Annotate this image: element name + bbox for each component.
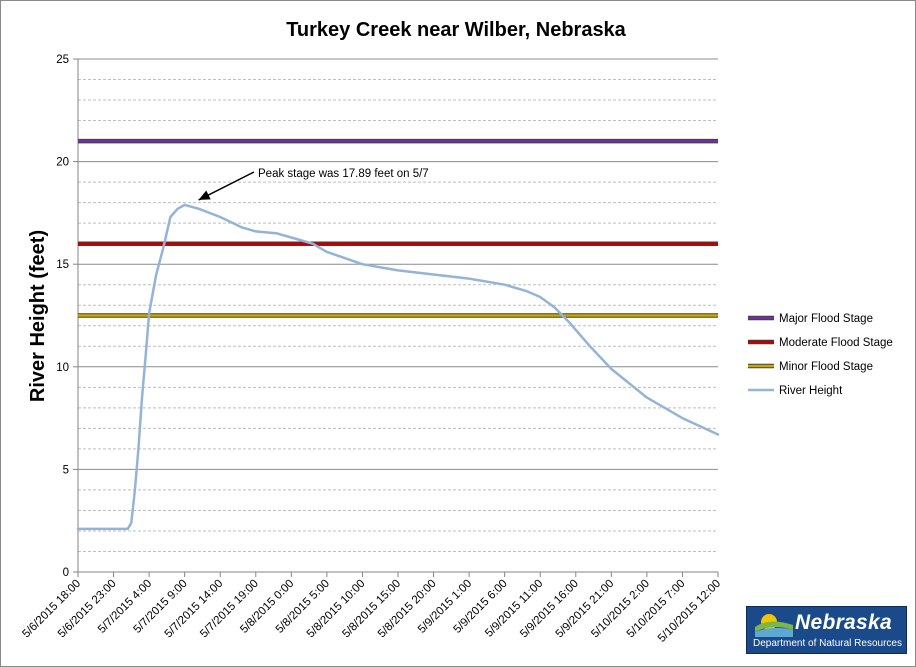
legend-label: Major Flood Stage [779, 313, 873, 325]
legend-label: River Height [779, 385, 843, 397]
y-tick-label: 5 [63, 464, 69, 476]
annotation-arrowhead [198, 190, 211, 200]
x-tick-label: 5/10/2015 12:00 [656, 578, 723, 645]
gridlines [78, 79, 718, 552]
x-axis-ticks: 5/6/2015 18:005/6/2015 23:005/7/2015 4:0… [20, 572, 723, 645]
nebraska-dnr-logo: Nebraska Department of Natural Resources [746, 606, 907, 654]
legend-label: Moderate Flood Stage [779, 337, 893, 349]
y-axis-ticks: 0 5 10 15 20 25 [56, 54, 78, 579]
annotation-text: Peak stage was 17.89 feet on 5/7 [258, 168, 429, 180]
y-tick-label: 0 [63, 567, 69, 579]
y-axis-label: River Height (feet) [27, 230, 49, 402]
chart-title: Turkey Creek near Wilber, Nebraska [286, 19, 626, 41]
series-lines [76, 138, 720, 531]
logo-wordmark: Nebraska [795, 611, 892, 634]
sun-landscape-icon [755, 614, 793, 637]
legend-label: Minor Flood Stage [779, 361, 873, 373]
annotation: Peak stage was 17.89 feet on 5/7 [198, 168, 429, 201]
y-tick-label: 10 [56, 362, 69, 374]
legend: Major Flood Stage Moderate Flood Stage Min… [748, 313, 893, 397]
y-tick-label: 15 [56, 259, 69, 271]
y-tick-label: 20 [56, 157, 69, 169]
logo-subtitle: Department of Natural Resources [753, 638, 902, 649]
y-tick-label: 25 [56, 54, 69, 66]
river-height-line [76, 203, 720, 531]
